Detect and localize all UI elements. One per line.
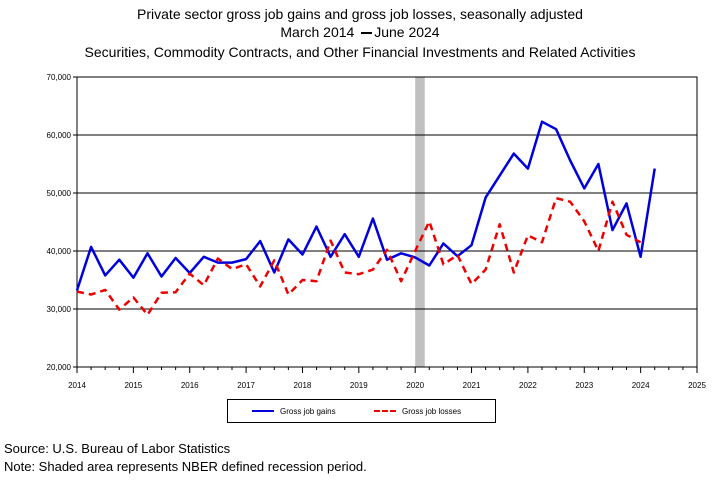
plot-frame — [76, 76, 698, 368]
date-range-end: June 2024 — [374, 24, 440, 40]
series-layer — [75, 120, 656, 317]
y-tick-label: 30,000 — [47, 305, 72, 314]
x-tick-label: 2015 — [124, 381, 142, 390]
recession-layer — [415, 77, 425, 367]
grid-layer — [77, 134, 697, 310]
legend-line-losses — [374, 410, 396, 412]
y-tick-label: 50,000 — [47, 189, 72, 198]
recession-note: Note: Shaded area represents NBER define… — [4, 459, 367, 474]
source-note: Source: U.S. Bureau of Labor Statistics — [4, 441, 231, 456]
x-tick-label: 2017 — [237, 381, 255, 390]
legend-label-losses: Gross job losses — [402, 406, 462, 416]
x-tick-label: 2016 — [181, 381, 199, 390]
legend: Gross job gains Gross job losses — [227, 399, 496, 423]
chart-title: Private sector gross job gains and gross… — [137, 6, 583, 22]
series-line-losses — [76, 196, 642, 317]
x-tick-label: 2024 — [632, 381, 650, 390]
x-tick-label: 2021 — [463, 381, 481, 390]
date-range-start: March 2014 — [280, 24, 355, 40]
y-tick-label: 60,000 — [47, 131, 72, 140]
axis-layer: 20,000 30,000 40,000 50,000 60,000 70,000 2014… — [47, 73, 707, 390]
legend-line-gains — [252, 410, 274, 412]
date-range-dash-icon — [361, 32, 373, 35]
recession-band — [415, 77, 425, 367]
x-tick-label: 2023 — [575, 381, 593, 390]
legend-item-losses: Gross job losses — [374, 400, 461, 422]
chart-subtitle: Securities, Commodity Contracts, and Oth… — [84, 44, 636, 60]
x-tick-label: 2025 — [688, 381, 706, 390]
legend-item-gains: Gross job gains — [252, 400, 336, 422]
legend-label-gains: Gross job gains — [280, 406, 336, 416]
x-tick-label: 2018 — [294, 381, 312, 390]
y-tick-label: 20,000 — [47, 363, 72, 372]
x-tick-label: 2019 — [350, 381, 368, 390]
chart-date-range: March 2014 June 2024 — [0, 23, 720, 41]
series-line-gains — [75, 120, 656, 291]
x-tick-label: 2022 — [519, 381, 537, 390]
x-tick-label: 2020 — [406, 381, 424, 390]
y-tick-label: 40,000 — [47, 247, 72, 256]
y-tick-label: 70,000 — [47, 73, 72, 82]
x-tick-label: 2014 — [68, 381, 86, 390]
